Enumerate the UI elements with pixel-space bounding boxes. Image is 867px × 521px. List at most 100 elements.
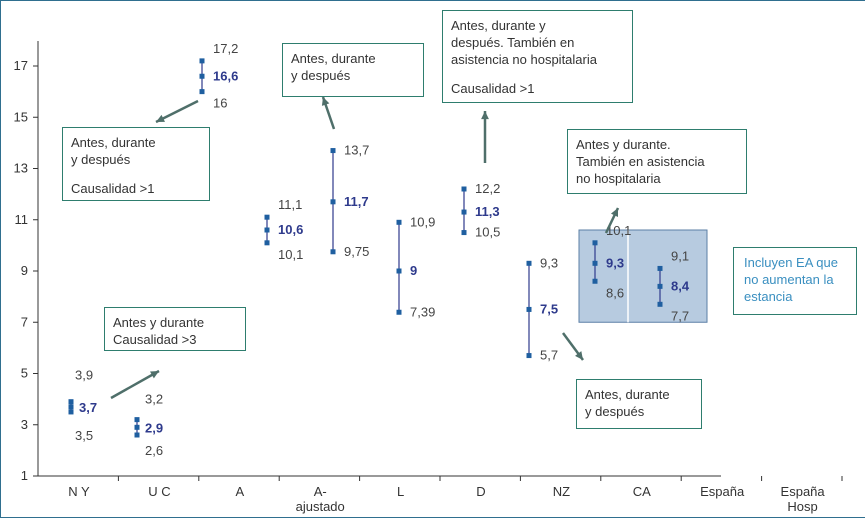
annotation-a: Antes, durante y después Causalidad >1 bbox=[62, 127, 210, 201]
annotation-spain: Antes y durante. También en asistencia n… bbox=[567, 129, 747, 194]
range-marker bbox=[396, 268, 402, 274]
annotation-l: Antes, durante y después bbox=[282, 43, 424, 97]
data-label-mid: 11,7 bbox=[344, 194, 369, 209]
annotation-ea: Incluyen EA que no aumentan la estancia bbox=[733, 247, 857, 315]
range-marker bbox=[199, 89, 205, 95]
data-label-low: 3,5 bbox=[75, 428, 93, 443]
data-label-mid: 8,4 bbox=[671, 278, 690, 293]
x-tick-label: NZ bbox=[553, 484, 570, 499]
annotation-nz-line1: Antes, durante y bbox=[451, 18, 546, 33]
y-tick-label: 7 bbox=[21, 314, 28, 329]
y-tick-label: 17 bbox=[14, 58, 28, 73]
range-marker bbox=[264, 240, 270, 246]
x-tick-label: ajustado bbox=[296, 499, 345, 514]
arrow-nz-head bbox=[481, 111, 489, 120]
annotation-spain-line2: También en asistencia bbox=[576, 154, 705, 169]
annotation-l-line2: y después bbox=[291, 68, 351, 83]
data-label-mid: 3,7 bbox=[79, 400, 97, 415]
arrow-l bbox=[321, 96, 336, 130]
arrow-ca bbox=[561, 332, 585, 361]
annotation-ea-line2: no aumentan la bbox=[744, 272, 834, 287]
x-tick-label: L bbox=[397, 484, 404, 499]
arrow-ca-head bbox=[575, 351, 583, 360]
y-tick-label: 15 bbox=[14, 109, 28, 124]
range-marker bbox=[461, 230, 467, 236]
annotation-ca: Antes, durante y después bbox=[576, 379, 702, 429]
y-tick-label: 3 bbox=[21, 417, 28, 432]
range-marker bbox=[657, 301, 663, 307]
range-marker bbox=[68, 404, 74, 410]
y-tick-label: 1 bbox=[21, 468, 28, 483]
data-label-low: 9,75 bbox=[344, 244, 369, 259]
data-label-low: 16 bbox=[213, 96, 227, 111]
data-label-mid: 9 bbox=[410, 263, 417, 278]
annotation-ea-line1: Incluyen EA que bbox=[744, 255, 838, 270]
range-marker bbox=[199, 73, 205, 79]
range-marker bbox=[396, 219, 402, 225]
x-tick-label: CA bbox=[633, 484, 651, 499]
y-tick-label: 11 bbox=[15, 212, 29, 227]
range-marker bbox=[68, 409, 74, 415]
range-marker bbox=[592, 240, 598, 246]
x-tick-label: U C bbox=[148, 484, 170, 499]
annotation-nz-line3: asistencia no hospitalaria bbox=[451, 52, 597, 67]
range-marker bbox=[330, 199, 336, 205]
range-marker bbox=[657, 283, 663, 289]
range-marker bbox=[134, 432, 140, 438]
data-label-mid: 11,3 bbox=[475, 204, 500, 219]
data-label-high: 11,1 bbox=[278, 197, 302, 212]
range-marker bbox=[134, 417, 140, 423]
range-marker bbox=[330, 249, 336, 255]
range-marker bbox=[330, 148, 336, 154]
arrow-uc-shaft bbox=[110, 369, 160, 400]
data-label-mid: 10,6 bbox=[278, 222, 303, 237]
data-label-low: 10,5 bbox=[475, 225, 500, 240]
data-label-high: 12,2 bbox=[475, 181, 500, 196]
arrow-nz bbox=[481, 111, 489, 163]
range-marker bbox=[592, 260, 598, 266]
data-label-mid: 2,9 bbox=[145, 420, 163, 435]
data-label-high: 10,1 bbox=[606, 223, 631, 238]
range-marker bbox=[199, 58, 205, 64]
data-label-low: 5,7 bbox=[540, 348, 558, 363]
data-label-low: 10,1 bbox=[278, 247, 303, 262]
range-marker bbox=[68, 399, 74, 405]
y-tick-label: 9 bbox=[21, 263, 28, 278]
annotation-uc: Antes y durante Causalidad >3 bbox=[104, 307, 246, 351]
data-label-mid: 9,3 bbox=[606, 255, 624, 270]
range-marker bbox=[592, 278, 598, 284]
data-label-mid: 16,6 bbox=[213, 68, 238, 83]
arrow-uc-head bbox=[150, 371, 159, 379]
annotation-a-line4: Causalidad >1 bbox=[71, 181, 155, 196]
data-label-high: 3,9 bbox=[75, 368, 93, 383]
highlight-region bbox=[578, 229, 708, 323]
x-tick-label: N Y bbox=[68, 484, 90, 499]
annotation-ca-line2: y después bbox=[585, 404, 645, 419]
annotation-a-line2: y después bbox=[71, 152, 131, 167]
data-label-mid: 7,5 bbox=[540, 301, 558, 316]
range-marker bbox=[526, 306, 532, 312]
arrow-a-head bbox=[156, 114, 165, 122]
arrow-spain-head bbox=[610, 208, 619, 217]
range-marker bbox=[461, 209, 467, 215]
annotation-l-line1: Antes, durante bbox=[291, 51, 376, 66]
annotation-uc-line2: Causalidad >3 bbox=[113, 332, 197, 347]
x-tick-label: A- bbox=[314, 484, 327, 499]
range-marker bbox=[526, 353, 532, 359]
x-tick-label: A bbox=[235, 484, 244, 499]
range-marker bbox=[657, 265, 663, 271]
annotation-spain-line3: no hospitalaria bbox=[576, 171, 661, 186]
arrow-uc bbox=[110, 369, 160, 400]
arrow-l-head bbox=[321, 97, 330, 106]
data-label-high: 10,9 bbox=[410, 214, 435, 229]
annotation-nz: Antes, durante y después. También en asi… bbox=[442, 10, 633, 103]
x-tick-label: España bbox=[781, 484, 826, 499]
x-tick-label: España bbox=[700, 484, 745, 499]
data-label-high: 13,7 bbox=[344, 143, 369, 158]
annotation-spain-line1: Antes y durante. bbox=[576, 137, 671, 152]
x-tick-label: Hosp bbox=[787, 499, 817, 514]
annotation-ea-line3: estancia bbox=[744, 289, 793, 304]
range-marker bbox=[461, 186, 467, 192]
